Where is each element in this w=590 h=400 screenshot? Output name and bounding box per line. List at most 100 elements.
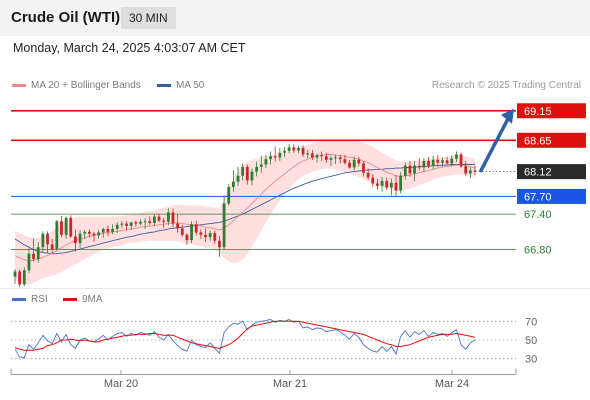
candle-body xyxy=(153,216,156,224)
candle-body xyxy=(120,223,124,225)
legend-ma20-label: MA 20 + Bollinger Bands xyxy=(31,80,141,91)
level-tag-1 xyxy=(517,132,586,148)
candle-body xyxy=(101,228,105,233)
candle-body xyxy=(218,240,221,248)
level-label-0: 69.15 xyxy=(524,106,552,118)
candle-body xyxy=(60,221,63,235)
candle-body xyxy=(199,232,203,235)
level-label-4: 66.80 xyxy=(524,245,552,257)
timeframe-badge[interactable]: 30 MIN xyxy=(121,7,176,29)
projection-arrow-shaft xyxy=(479,117,510,173)
candle-body xyxy=(13,271,17,277)
candle-body xyxy=(227,186,231,204)
candle-body xyxy=(74,236,77,244)
candle-body xyxy=(87,231,91,234)
level-tag-2 xyxy=(517,188,586,204)
candle-body xyxy=(180,228,184,235)
candle-body xyxy=(55,221,59,250)
candle-body xyxy=(278,152,282,158)
rsi-tick-70: 70 xyxy=(525,316,537,328)
copyright: Research © 2025 Trading Central xyxy=(431,80,581,91)
candle-body xyxy=(362,163,365,173)
candle-body xyxy=(204,234,207,238)
candle-body xyxy=(125,223,128,226)
candle-body xyxy=(111,228,114,232)
candle-body xyxy=(115,224,119,229)
ma50-swatch-icon xyxy=(157,83,171,87)
candle-body xyxy=(352,159,356,168)
candle-body xyxy=(464,166,468,174)
candle-body xyxy=(431,159,435,166)
level-tag-0 xyxy=(517,103,586,119)
candle-body xyxy=(208,233,212,238)
candle-body xyxy=(297,147,300,151)
candle-body xyxy=(380,181,384,186)
candle-body xyxy=(269,156,272,160)
candle-body xyxy=(194,224,198,233)
candle-body xyxy=(41,233,45,248)
candle-body xyxy=(250,171,254,181)
candle-body xyxy=(455,154,458,159)
legend-ma20: MA 20 + Bollinger Bands xyxy=(12,80,141,91)
level-label-1: 68.65 xyxy=(524,135,552,147)
candle-body xyxy=(22,270,26,285)
candle-body xyxy=(185,234,189,241)
rsi-line xyxy=(14,319,476,359)
candle-body xyxy=(343,159,347,163)
x-tick-label-1: Mar 21 xyxy=(273,378,307,390)
bollinger-band xyxy=(15,140,475,285)
candle-body xyxy=(408,165,412,174)
candle-body xyxy=(69,217,73,237)
candle-body xyxy=(459,154,463,167)
candle-body xyxy=(32,253,35,260)
instrument-title: Crude Oil (WTI) xyxy=(11,9,121,26)
ma50-line xyxy=(14,164,475,255)
candle-body xyxy=(287,147,291,151)
current-price-label: 68.12 xyxy=(524,167,552,179)
projection-arrow-head xyxy=(501,108,514,124)
candle-body xyxy=(306,153,310,155)
candle-body xyxy=(334,157,337,159)
candle-body xyxy=(292,147,296,151)
candle-body xyxy=(413,165,416,174)
candle-body xyxy=(403,165,407,176)
candle-body xyxy=(348,162,351,168)
candle-body xyxy=(310,153,314,158)
chart-header xyxy=(0,0,590,36)
candle-body xyxy=(166,212,170,222)
candle-body xyxy=(329,158,333,160)
candle-body xyxy=(324,156,328,160)
ma20-line xyxy=(14,154,476,262)
candle-body xyxy=(50,244,54,250)
candle-body xyxy=(473,170,477,172)
level-label-2: 67.70 xyxy=(524,191,552,203)
legend-ma50: MA 50 xyxy=(157,80,204,91)
candle-body xyxy=(441,160,444,163)
rsi-tick-30: 30 xyxy=(525,354,537,366)
candle-body xyxy=(283,150,286,153)
candle-body xyxy=(83,231,87,234)
candle-body xyxy=(394,182,398,191)
candle-body xyxy=(92,233,96,236)
candle-body xyxy=(273,156,277,158)
rsi-swatch-icon xyxy=(12,297,26,301)
candle-body xyxy=(27,253,31,271)
candle-body xyxy=(320,155,324,157)
candle-body xyxy=(376,183,379,186)
candle-body xyxy=(134,222,138,224)
candle-body xyxy=(139,221,142,224)
candle-body xyxy=(385,181,389,188)
rsi-tick-50: 50 xyxy=(525,335,537,347)
candle-body xyxy=(213,233,217,241)
candle-body xyxy=(338,157,342,160)
candle-body xyxy=(236,175,240,182)
timestamp: Monday, March 24, 2025 4:03:07 AM CET xyxy=(13,41,246,55)
legend-ma9-label: 9MA xyxy=(82,294,103,305)
legend-rsi-label: RSI xyxy=(31,294,48,305)
candle-body xyxy=(157,216,161,221)
legend-ma9: 9MA xyxy=(63,294,103,305)
candle-body xyxy=(231,181,235,187)
x-tick-label-2: Mar 24 xyxy=(435,378,469,390)
current-price-tag xyxy=(517,164,586,180)
